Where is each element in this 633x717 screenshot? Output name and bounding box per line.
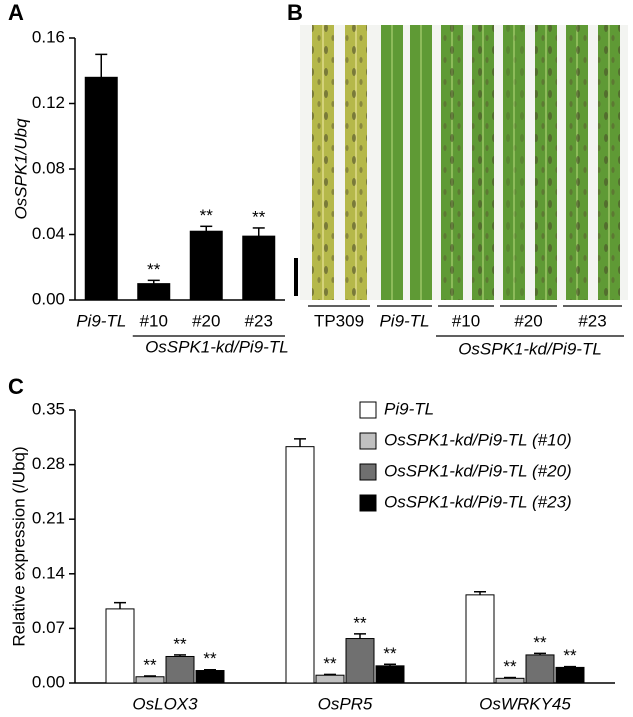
leaf-lesions — [441, 25, 463, 300]
y-tick-label: 0.00 — [32, 289, 65, 308]
significance-label: ** — [200, 206, 214, 225]
bar — [137, 283, 171, 301]
sample-label: Pi9-TL — [379, 311, 429, 330]
bar — [345, 638, 375, 684]
legend-label: OsSPK1-kd/Pi9-TL (#23) — [384, 492, 572, 511]
leaf-midrib — [420, 25, 422, 300]
y-tick-label: 0.14 — [32, 563, 65, 582]
bar — [465, 594, 495, 684]
x-tick-label: OsWRKY45 — [479, 694, 571, 712]
significance-label: ** — [203, 649, 217, 668]
legend-swatch — [359, 432, 377, 450]
bar — [165, 655, 195, 684]
leaf-lesions — [598, 25, 620, 300]
x-tick-label: OsPR5 — [318, 694, 373, 712]
y-tick-label: 0.12 — [32, 93, 65, 112]
bar — [525, 654, 555, 684]
y-axis-label: OsSPK1/Ubq — [11, 118, 30, 220]
legend-swatch — [359, 463, 377, 481]
leaf-lesions — [472, 25, 494, 300]
leaf-midrib — [391, 25, 393, 300]
sample-label: #20 — [514, 311, 542, 330]
bar — [375, 665, 405, 684]
leaf-photo — [294, 25, 628, 300]
y-tick-label: 0.04 — [32, 224, 65, 243]
x-tick-label: OsLOX3 — [132, 694, 198, 712]
bar — [555, 666, 585, 684]
significance-label: ** — [533, 633, 547, 652]
bar — [135, 676, 165, 684]
bar — [189, 230, 223, 301]
x-tick-label: #10 — [140, 311, 168, 330]
group-label: OsSPK1-kd/Pi9-TL — [145, 337, 289, 356]
bar — [285, 446, 315, 684]
significance-label: ** — [383, 644, 397, 663]
legend-label: OsSPK1-kd/Pi9-TL (#10) — [384, 430, 572, 449]
y-tick-label: 0.21 — [32, 509, 65, 528]
significance-label: ** — [323, 654, 337, 673]
legend-label: OsSPK1-kd/Pi9-TL (#20) — [384, 461, 572, 480]
x-tick-label: #20 — [192, 311, 220, 330]
significance-label: ** — [353, 613, 367, 632]
bar — [195, 670, 225, 684]
panel-label: A — [8, 0, 24, 25]
y-tick-label: 0.08 — [32, 158, 65, 177]
leaf-lesions — [345, 25, 367, 300]
group-label: OsSPK1-kd/Pi9-TL — [458, 339, 602, 358]
x-tick-label: #23 — [245, 311, 273, 330]
panel-label: B — [287, 0, 303, 25]
bar — [495, 677, 525, 684]
significance-label: ** — [173, 634, 187, 653]
leaf-lesions — [312, 25, 334, 300]
legend-swatch — [359, 401, 377, 419]
significance-label: ** — [503, 657, 517, 676]
x-tick-label: Pi9-TL — [76, 311, 126, 330]
panel-label: C — [8, 374, 24, 399]
legend-label: Pi9-TL — [384, 399, 434, 418]
bar — [84, 76, 118, 301]
significance-label: ** — [147, 260, 161, 279]
y-axis-label: Relative expression (/Ubq) — [9, 446, 28, 646]
sample-label: TP309 — [314, 311, 364, 330]
sample-label: #10 — [452, 311, 480, 330]
leaf-lesions — [503, 25, 525, 300]
y-tick-label: 0.28 — [32, 454, 65, 473]
y-tick-label: 0.35 — [32, 399, 65, 418]
sample-label: #23 — [578, 311, 606, 330]
bar — [315, 674, 345, 684]
bar — [242, 235, 276, 301]
leaf-lesions — [566, 25, 588, 300]
y-tick-label: 0.16 — [32, 27, 65, 46]
significance-label: ** — [252, 207, 266, 226]
y-tick-label: 0.07 — [32, 618, 65, 637]
leaf-lesions — [535, 25, 557, 300]
significance-label: ** — [563, 646, 577, 665]
significance-label: ** — [143, 655, 157, 674]
y-tick-label: 0.00 — [32, 672, 65, 691]
legend-swatch — [359, 494, 377, 512]
bar — [105, 608, 135, 684]
